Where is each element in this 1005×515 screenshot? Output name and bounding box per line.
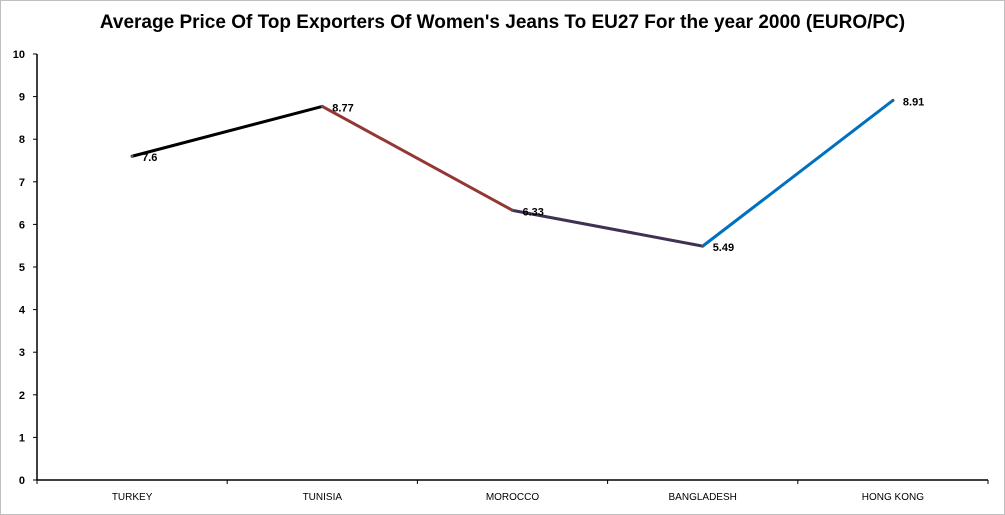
y-tick-label: 5 xyxy=(19,262,25,274)
line-segment xyxy=(511,208,705,248)
data-labels-group: 7.6 8.77 6.33 5.49 8.91 xyxy=(142,96,924,254)
data-point xyxy=(130,154,134,158)
y-tick-label: 10 xyxy=(13,49,25,61)
x-tick-label: HONG KONG xyxy=(862,492,924,503)
series-group xyxy=(130,98,895,248)
data-label: 8.77 xyxy=(332,102,353,114)
data-label: 5.49 xyxy=(713,242,734,254)
x-tick-label: TURKEY xyxy=(112,492,153,503)
y-tick-label: 8 xyxy=(19,134,25,146)
data-label: 7.6 xyxy=(142,152,157,164)
line-segment xyxy=(130,104,324,158)
data-point xyxy=(891,98,895,102)
y-tick-label: 1 xyxy=(19,432,25,444)
line-segment xyxy=(320,104,514,212)
data-label: 8.91 xyxy=(903,96,924,108)
data-label: 6.33 xyxy=(523,206,544,218)
y-tick-label: 6 xyxy=(19,219,25,231)
x-tick-label: MOROCCO xyxy=(486,492,540,503)
y-tick-label: 0 xyxy=(19,475,25,487)
data-point xyxy=(511,208,514,212)
data-point xyxy=(320,104,324,108)
axes-group xyxy=(33,53,989,484)
y-tick-label: 7 xyxy=(19,177,25,189)
x-tick-label: TUNISIA xyxy=(303,492,343,503)
line-segment xyxy=(701,98,895,248)
tick-labels-group: 0 1 2 3 4 5 6 7 8 9 10 TURKEY TUNISIA MOROCCO BANGLADE… xyxy=(13,49,924,503)
y-tick-label: 4 xyxy=(19,305,26,317)
data-point xyxy=(701,244,705,248)
y-tick-label: 3 xyxy=(19,347,25,359)
chart-title: Average Price Of Top Exporters Of Women'… xyxy=(99,12,906,33)
x-tick-label: BANGLADESH xyxy=(669,492,737,503)
y-tick-label: 9 xyxy=(19,92,25,104)
y-tick-label: 2 xyxy=(19,390,25,402)
